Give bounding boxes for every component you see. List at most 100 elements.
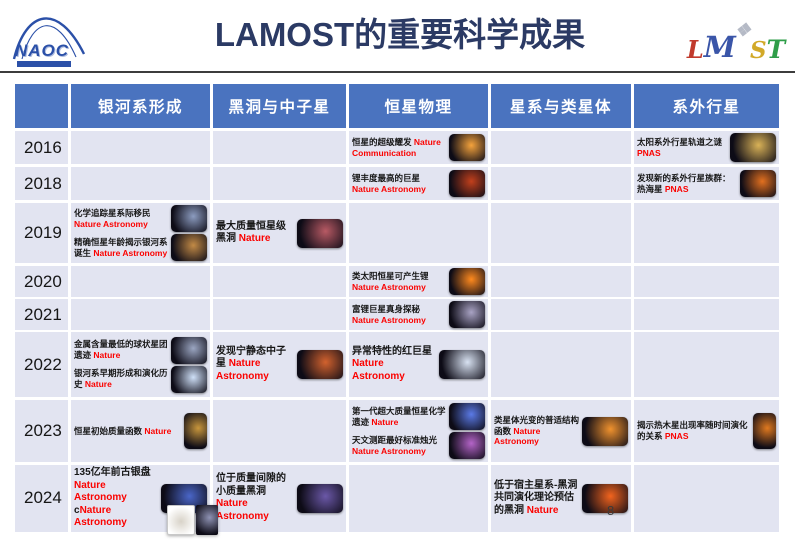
table-cell	[491, 203, 631, 263]
table-cell: 类星体光变的普适结构函数 Nature Astronomy	[491, 400, 631, 462]
table-cell: 恒星初始质量函数 Nature	[71, 400, 210, 462]
achievement-text: 太阳系外行星轨道之谜 PNAS	[637, 137, 728, 158]
journal-label: Nature Astronomy	[74, 479, 127, 504]
journal-label: Nature Astronomy	[352, 314, 426, 325]
table-cell	[213, 266, 346, 297]
achievement-entry: 金属含量最低的球状星团遗迹 Nature	[73, 336, 208, 365]
naoc-logo: NAOC	[8, 2, 96, 72]
table-cell: 揭示热木星出现率随时间演化的关系 PNAS	[634, 400, 779, 462]
journal-label: Nature Astronomy	[91, 247, 168, 258]
achievement-title: 富锂巨星真身探秘	[352, 303, 421, 314]
achievement-text: 化学追踪星系际移民 Nature Astronomy	[74, 208, 169, 229]
achievement-text: 金属含量最低的球状星团遗迹 Nature	[74, 339, 169, 360]
achievement-text: 富锂巨星真身探秘 Nature Astronomy	[352, 304, 447, 325]
result-thumbnail-image	[449, 134, 485, 161]
journal-label: Nature	[91, 350, 121, 360]
achievement-title: 揭示热木星出现率随时间演化的关系	[637, 420, 748, 441]
achievement-title: 银河系早期形成和演化历史	[74, 368, 168, 389]
journal-label: Nature	[524, 504, 559, 516]
table-cell	[491, 266, 631, 297]
table-cell: 类太阳恒星可产生锂 Nature Astronomy	[349, 266, 488, 297]
table-cell	[71, 299, 210, 330]
result-thumbnail-image	[196, 505, 218, 535]
table-cell: 135亿年前古银盘 Nature Astronomy cNature Astron…	[71, 465, 218, 535]
achievement-entry: 天文测距最好标准烛光 Nature Astronomy	[351, 431, 486, 460]
journal-label: Nature Astronomy	[494, 425, 541, 447]
journal-prefix: c	[74, 504, 80, 516]
achievement-title: 发现新的系外行星族群：热海星	[637, 172, 731, 194]
page-number: 8	[607, 503, 615, 518]
achievement-text: 低于宿主星系-黑洞共同演化理论预估的黑洞 Nature	[494, 480, 580, 518]
table-cell	[71, 167, 210, 200]
table-cell: 金属含量最低的球状星团遗迹 Nature 银河系早期形成和演化历史 Nature	[71, 332, 210, 397]
journal-label: Nature Astronomy	[216, 498, 269, 522]
lamost-letter: L	[686, 35, 704, 64]
achievement-title: 第一代超大质量恒星化学遗迹	[352, 405, 446, 427]
achievement-text: 类星体光变的普适结构函数 Nature Astronomy	[494, 415, 580, 447]
table-cell	[213, 131, 346, 164]
table-cell	[634, 266, 779, 297]
achievement-text: 恒星初始质量函数 Nature	[74, 426, 182, 437]
result-thumbnail-image	[167, 505, 195, 535]
achievement-text: 银河系早期形成和演化历史 Nature	[74, 368, 169, 389]
achievement-entry: 锂丰度最高的巨星 Nature Astronomy	[351, 169, 486, 198]
achievement-entry: 最大质量恒星级黑洞 Nature	[215, 218, 344, 249]
table-cell	[491, 167, 631, 200]
table-cell	[213, 299, 346, 330]
journal-label: Nature Astronomy	[352, 183, 426, 194]
result-thumbnail-image	[184, 413, 207, 449]
achievement-entry: 恒星初始质量函数 Nature	[73, 412, 208, 450]
result-thumbnail-image	[449, 301, 485, 328]
achievement-entry: 恒星的超级耀发 Nature Communication	[351, 133, 486, 162]
table-cell	[349, 203, 488, 263]
result-thumbnail-image	[297, 350, 343, 379]
lamost-letter: ❖	[734, 20, 751, 41]
table-cell: 低于宿主星系-黑洞共同演化理论预估的黑洞 Nature	[491, 465, 631, 532]
achievement-title: 天文测距最好标准烛光	[352, 434, 438, 445]
table-cell: 位于质量间隙的小质量黑洞 Nature Astronomy	[213, 465, 346, 532]
achievement-text: 135亿年前古银盘 Nature Astronomy cNature Astron…	[74, 467, 159, 530]
results-table: 银河系形成 黑洞与中子星 恒星物理 星系与类星体 系外行星 2016 恒星的超级耀…	[15, 84, 779, 535]
journal-label: Nature	[236, 233, 271, 244]
journal-label: Nature Astronomy	[352, 445, 426, 456]
journal-label: PNAS	[662, 431, 689, 441]
page-title: LAMOST的重要科学成果	[214, 16, 586, 53]
table-cell: 发现宁静态中子星 Nature Astronomy	[213, 332, 346, 397]
table-cell	[213, 400, 346, 462]
achievement-text: 异常特性的红巨星 Nature Astronomy	[352, 346, 437, 384]
achievement-entry: 发现新的系外行星族群：热海星 PNAS	[636, 169, 777, 198]
column-header-exoplanets: 系外行星	[634, 84, 779, 128]
column-header-stellar-physics: 恒星物理	[349, 84, 488, 128]
table-cell	[213, 167, 346, 200]
table-cell	[491, 299, 631, 330]
year-label: 2019	[15, 203, 68, 263]
table-cell: 发现新的系外行星族群：热海星 PNAS	[634, 167, 779, 200]
result-thumbnail-image	[449, 268, 485, 295]
achievement-entry: 发现宁静态中子星 Nature Astronomy	[215, 345, 344, 385]
table-cell	[71, 266, 210, 297]
achievement-title: 恒星的超级耀发	[352, 136, 412, 147]
result-thumbnail-image	[753, 413, 776, 449]
result-thumbnail-image	[582, 416, 628, 446]
result-thumbnail-image	[171, 365, 207, 393]
table-row: 2021 富锂巨星真身探秘 Nature Astronomy	[15, 299, 779, 330]
achievement-entry: 低于宿主星系-黑洞共同演化理论预估的黑洞 Nature	[493, 479, 629, 519]
table-header-row: 银河系形成 黑洞与中子星 恒星物理 星系与类星体 系外行星	[15, 84, 779, 128]
table-cell: 最大质量恒星级黑洞 Nature	[213, 203, 346, 263]
table-row: 2024 135亿年前古银盘 Nature Astronomy cNature As…	[15, 465, 779, 535]
journal-label: Nature	[369, 416, 399, 427]
journal-label: Nature	[82, 379, 112, 389]
achievement-title: 类星体光变的普适结构函数	[494, 415, 580, 436]
naoc-logo-text: NAOC	[15, 41, 70, 60]
achievement-text: 第一代超大质量恒星化学遗迹 Nature	[352, 406, 447, 427]
naoc-dome-icon	[12, 17, 86, 60]
column-header-blackholes-neutron-stars: 黑洞与中子星	[213, 84, 346, 128]
achievement-text: 恒星的超级耀发 Nature Communication	[352, 137, 447, 158]
table-cell: 化学追踪星系际移民 Nature Astronomy 精确恒星年龄揭示银河系诞生 …	[71, 203, 210, 263]
table-row: 2018 锂丰度最高的巨星 Nature Astronomy 发现新的系外行星族群：…	[15, 167, 779, 200]
year-label: 2024	[15, 465, 68, 532]
achievement-title: 低于宿主星系-黑洞共同演化理论预估的黑洞	[494, 479, 578, 516]
achievement-title: 异常特性的红巨星	[352, 345, 432, 357]
column-header-galaxies-quasars: 星系与类星体	[491, 84, 631, 128]
table-cell	[634, 332, 779, 397]
